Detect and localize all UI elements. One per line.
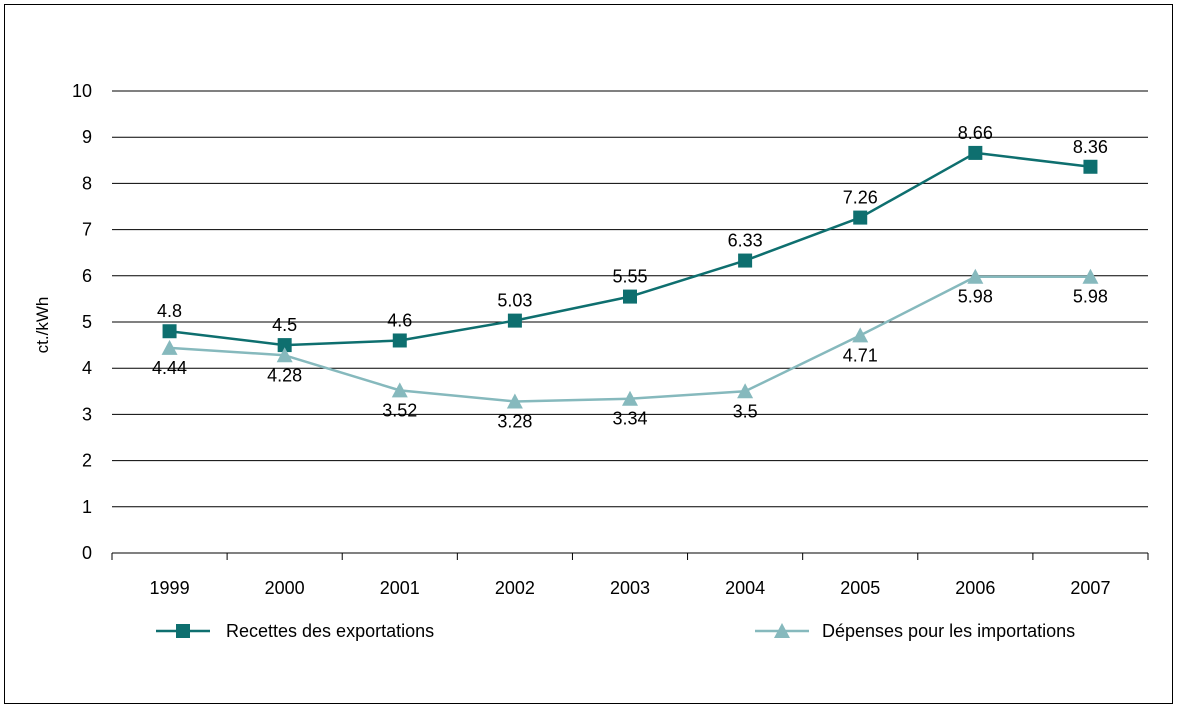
data-label: 3.5 [733, 401, 758, 421]
data-label: 4.71 [843, 345, 878, 365]
data-label: 3.52 [382, 400, 417, 420]
data-label: 5.03 [497, 291, 532, 311]
triangle-marker [622, 390, 638, 406]
y-tick-label: 2 [82, 451, 92, 471]
triangle-marker [391, 382, 408, 398]
data-label: 5.55 [612, 267, 647, 287]
square-marker [392, 333, 407, 348]
y-tick-label: 4 [82, 358, 92, 378]
x-tick-label: 2003 [610, 578, 650, 598]
triangle-marker [161, 339, 178, 355]
x-tick-label: 2002 [495, 578, 535, 598]
y-axis-ticks: 0 1 2 3 4 5 6 7 8 9 10 [72, 81, 92, 563]
data-label: 8.66 [958, 123, 993, 143]
data-label: 5.98 [1073, 287, 1108, 307]
y-tick-label: 1 [82, 497, 92, 517]
triangle-marker [737, 383, 754, 399]
data-label: 4.28 [267, 365, 302, 385]
square-marker [968, 145, 983, 160]
triangle-marker [852, 327, 869, 343]
series-layer: 4.8 4.5 4.6 5.03 5.55 6.33 7.26 8.66 8.36 4.44 4.2… [152, 123, 1108, 432]
data-label: 4.44 [152, 358, 187, 378]
x-tick-label: 2001 [380, 578, 420, 598]
x-tick-label: 1999 [150, 578, 190, 598]
data-label: 4.8 [157, 301, 182, 321]
y-tick-label: 9 [82, 127, 92, 147]
y-tick-label: 10 [72, 81, 92, 101]
triangle-marker [967, 268, 984, 284]
legend-square-icon [176, 624, 190, 638]
square-marker [1083, 159, 1098, 174]
data-label: 6.33 [728, 231, 763, 251]
legend-item-2: Dépenses pour les importations [755, 621, 1075, 641]
y-axis-label: ct./kWh [33, 297, 52, 354]
square-marker [738, 253, 753, 268]
square-marker [853, 210, 868, 225]
x-tick-label: 2007 [1070, 578, 1110, 598]
data-label: 8.36 [1073, 137, 1108, 157]
data-label: 5.98 [958, 287, 993, 307]
legend: Recettes des exportations Dépenses pour l… [156, 621, 1075, 641]
series-1: 4.8 4.5 4.6 5.03 5.55 6.33 7.26 8.66 8.36 [157, 123, 1108, 353]
triangle-marker [1082, 268, 1099, 284]
series-2: 4.44 4.28 3.52 3.28 3.34 3.5 4.71 5.98 5.98 [152, 268, 1108, 431]
data-label: 4.5 [272, 315, 297, 335]
data-label: 7.26 [843, 188, 878, 208]
y-tick-label: 0 [82, 543, 92, 563]
triangle-marker [506, 393, 523, 409]
triangle-marker [276, 347, 293, 363]
x-tick-label: 2004 [725, 578, 765, 598]
square-marker [162, 324, 177, 339]
axes [111, 552, 1149, 560]
y-tick-label: 8 [82, 173, 92, 193]
data-label: 3.34 [612, 409, 647, 429]
legend-label: Recettes des exportations [226, 621, 434, 641]
y-tick-label: 6 [82, 266, 92, 286]
legend-label: Dépenses pour les importations [822, 621, 1075, 641]
series-line [169, 151, 1091, 347]
chart-frame [4, 4, 1173, 704]
x-tick-label: 2000 [265, 578, 305, 598]
y-tick-label: 7 [82, 220, 92, 240]
square-marker [277, 338, 292, 353]
x-tick-label: 2006 [955, 578, 995, 598]
y-tick-label: 3 [82, 404, 92, 424]
x-tick-label: 2005 [840, 578, 880, 598]
y-tick-label: 5 [82, 312, 92, 332]
data-label: 4.6 [387, 310, 412, 330]
square-marker [623, 289, 637, 304]
x-axis-ticks: 1999 2000 2001 2002 2003 2004 2005 2006 2007 [150, 578, 1111, 598]
square-marker [507, 313, 522, 328]
data-label: 3.28 [497, 411, 532, 431]
legend-item-1: Recettes des exportations [156, 621, 434, 641]
legend-triangle-icon [774, 623, 790, 638]
